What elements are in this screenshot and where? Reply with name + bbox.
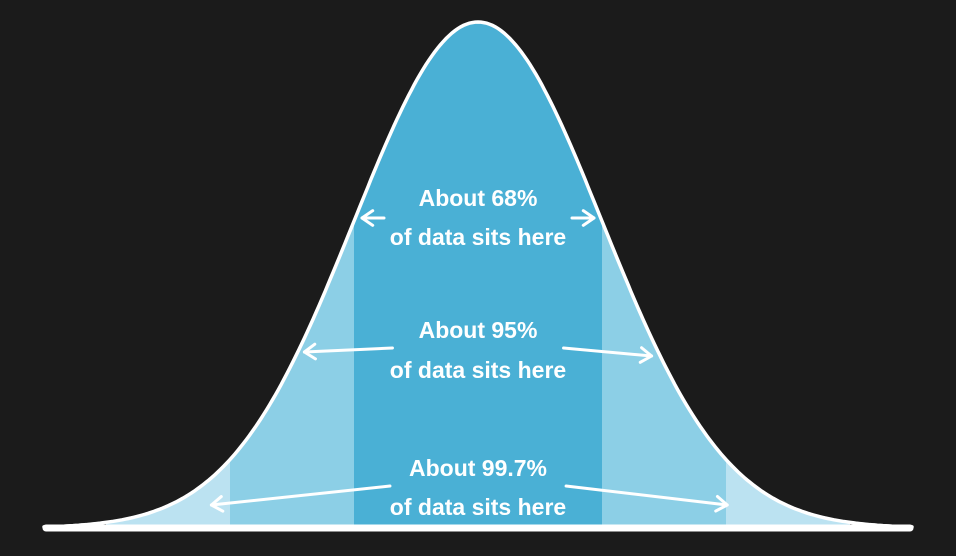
annotation-68-line2: of data sits here: [390, 224, 566, 250]
arrow-68-left: [360, 209, 386, 227]
arrow-997-left: [209, 484, 392, 513]
arrow-95-left: [302, 342, 394, 361]
band-4: [726, 459, 850, 528]
annotation-95-line2: of data sits here: [390, 357, 566, 383]
arrow-layer: [209, 209, 729, 513]
arrow-68-right: [570, 209, 596, 227]
band-0: [354, 22, 602, 528]
annotation-95-line1: About 95%: [419, 317, 538, 343]
bell-curve-line: [42, 20, 914, 529]
annotation-997-line2: of data sits here: [390, 494, 566, 520]
annotation-997-line1: About 99.7%: [409, 455, 547, 481]
annotation-68-line1: About 68%: [419, 185, 538, 211]
band-3: [106, 459, 230, 528]
arrow-95-right: [562, 346, 654, 364]
arrow-997-right: [564, 484, 729, 513]
